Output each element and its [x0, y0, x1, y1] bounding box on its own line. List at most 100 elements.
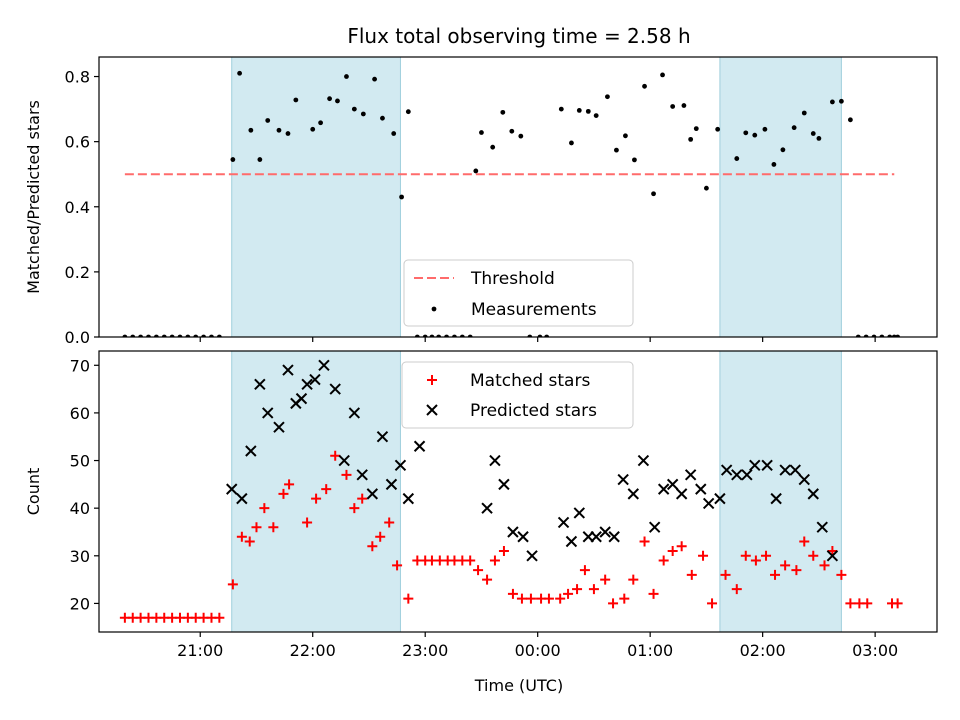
- measurements-point: [265, 118, 271, 123]
- measurements-point: [569, 140, 574, 146]
- measurements-point: [518, 133, 524, 139]
- predicted-stars-point: [798, 473, 810, 486]
- predicted-stars-point: [282, 364, 294, 376]
- matched-stars-point: [321, 484, 332, 495]
- matched-stars-point: [808, 550, 819, 561]
- matched-stars-point: [465, 555, 476, 566]
- measurements-point: [693, 126, 699, 132]
- predicted-stars-point: [301, 378, 313, 391]
- measurements-point: [762, 126, 768, 132]
- measurements-point: [285, 131, 291, 136]
- legend-matched-swatch: [427, 375, 437, 385]
- y-tick-label: 30: [70, 547, 90, 566]
- matched-stars-point: [563, 588, 574, 599]
- predicted-stars-point: [309, 373, 321, 386]
- predicted-stars-point: [617, 473, 629, 486]
- predicted-stars-point: [402, 492, 415, 505]
- matched-stars-point: [214, 612, 225, 623]
- ratio-panel: 0.0 0.2 0.4 0.6 0.8 Matched/Predicted stars Th…: [24, 56, 938, 347]
- matched-stars-point: [572, 584, 583, 595]
- panel-frame: [98, 56, 938, 338]
- y-tick-label: 70: [70, 356, 90, 375]
- predicted-stars-point: [807, 488, 819, 500]
- y-axis-label: Count: [24, 468, 43, 516]
- measurements-point: [257, 157, 263, 162]
- matched-stars-point: [268, 522, 279, 533]
- predicted-stars-point: [599, 526, 611, 538]
- predicted-stars-point: [498, 478, 510, 491]
- measurements-point: [734, 156, 740, 161]
- matched-stars-point: [357, 493, 368, 504]
- measurements-point: [318, 120, 323, 126]
- y-tick-label: 0.0: [65, 328, 90, 347]
- matched-stars-point: [525, 593, 536, 604]
- matched-stars-point: [236, 531, 247, 542]
- legend: Matched stars Predicted stars: [401, 361, 634, 429]
- matched-stars-point: [780, 560, 791, 571]
- matched-stars-point: [498, 546, 509, 557]
- measurements-point: [380, 115, 385, 121]
- measurements-point: [399, 194, 404, 200]
- predicted-stars-point: [590, 531, 602, 543]
- measurements-point: [752, 132, 758, 138]
- matched-stars-point: [403, 593, 414, 604]
- matched-stars-point: [827, 546, 838, 557]
- measurements-point: [660, 72, 665, 78]
- measurements-point: [360, 111, 366, 117]
- predicted-stars-point: [702, 497, 715, 510]
- matched-stars-point: [892, 598, 903, 609]
- measurements-point: [372, 76, 377, 82]
- predicted-stars-point: [826, 550, 839, 562]
- measurements-point: [810, 131, 816, 136]
- predicted-stars-point: [608, 531, 620, 543]
- predicted-stars-point: [507, 526, 519, 538]
- matched-stars-point: [507, 588, 518, 599]
- matched-stars-point: [341, 469, 352, 480]
- measurements-point: [632, 157, 637, 163]
- legend-box: [403, 259, 634, 327]
- matched-stars-point: [330, 450, 341, 461]
- measurements-point: [623, 133, 628, 139]
- matched-stars-point: [375, 531, 386, 542]
- predicted-stars-point: [657, 483, 670, 495]
- observing-window-1: [719, 350, 842, 633]
- predicted-stars-point: [254, 378, 266, 391]
- matched-stars-point: [284, 479, 295, 490]
- matched-stars-point: [731, 584, 742, 595]
- matched-stars-point: [600, 574, 611, 585]
- count-panel: 20 30 40 50 60 70 21:00 22:00 23:00 00:00 01:00 02:…: [24, 350, 938, 660]
- predicted-stars-point: [573, 507, 586, 519]
- predicted-stars-point: [262, 407, 274, 419]
- measurements-point: [490, 144, 496, 150]
- x-tick-label: 01:00: [627, 641, 673, 660]
- predicted-stars-point: [675, 488, 688, 500]
- matched-stars-point: [302, 517, 313, 528]
- predicted-stars-point: [226, 483, 238, 495]
- x-tick-label: 21:00: [177, 641, 223, 660]
- predicted-stars-point: [273, 421, 285, 433]
- predicted-stars-point: [749, 459, 761, 472]
- predicted-stars-point: [295, 392, 308, 405]
- matched-stars-point: [799, 536, 810, 547]
- observing-window-1: [719, 56, 842, 338]
- measurements-point: [838, 98, 844, 104]
- measurements-point: [344, 74, 349, 79]
- matched-stars-point: [628, 574, 639, 585]
- predicted-stars-point: [394, 459, 407, 472]
- measurements-point: [651, 191, 656, 197]
- predicted-stars-point: [741, 469, 753, 481]
- predicted-stars-point: [318, 359, 330, 371]
- predicted-stars-point: [627, 488, 640, 500]
- observing-window-0: [231, 350, 401, 633]
- predicted-stars-point: [245, 445, 257, 457]
- predicted-stars-point: [684, 469, 697, 481]
- matched-stars-point: [482, 574, 493, 585]
- measurements-point: [829, 99, 835, 105]
- y-tick-label: 0.2: [65, 263, 90, 282]
- measurements-point: [816, 135, 822, 141]
- matched-stars-point: [579, 565, 590, 576]
- x-tick-label: 23:00: [402, 641, 448, 660]
- measurements-point: [248, 127, 254, 133]
- matched-stars-point: [251, 522, 262, 533]
